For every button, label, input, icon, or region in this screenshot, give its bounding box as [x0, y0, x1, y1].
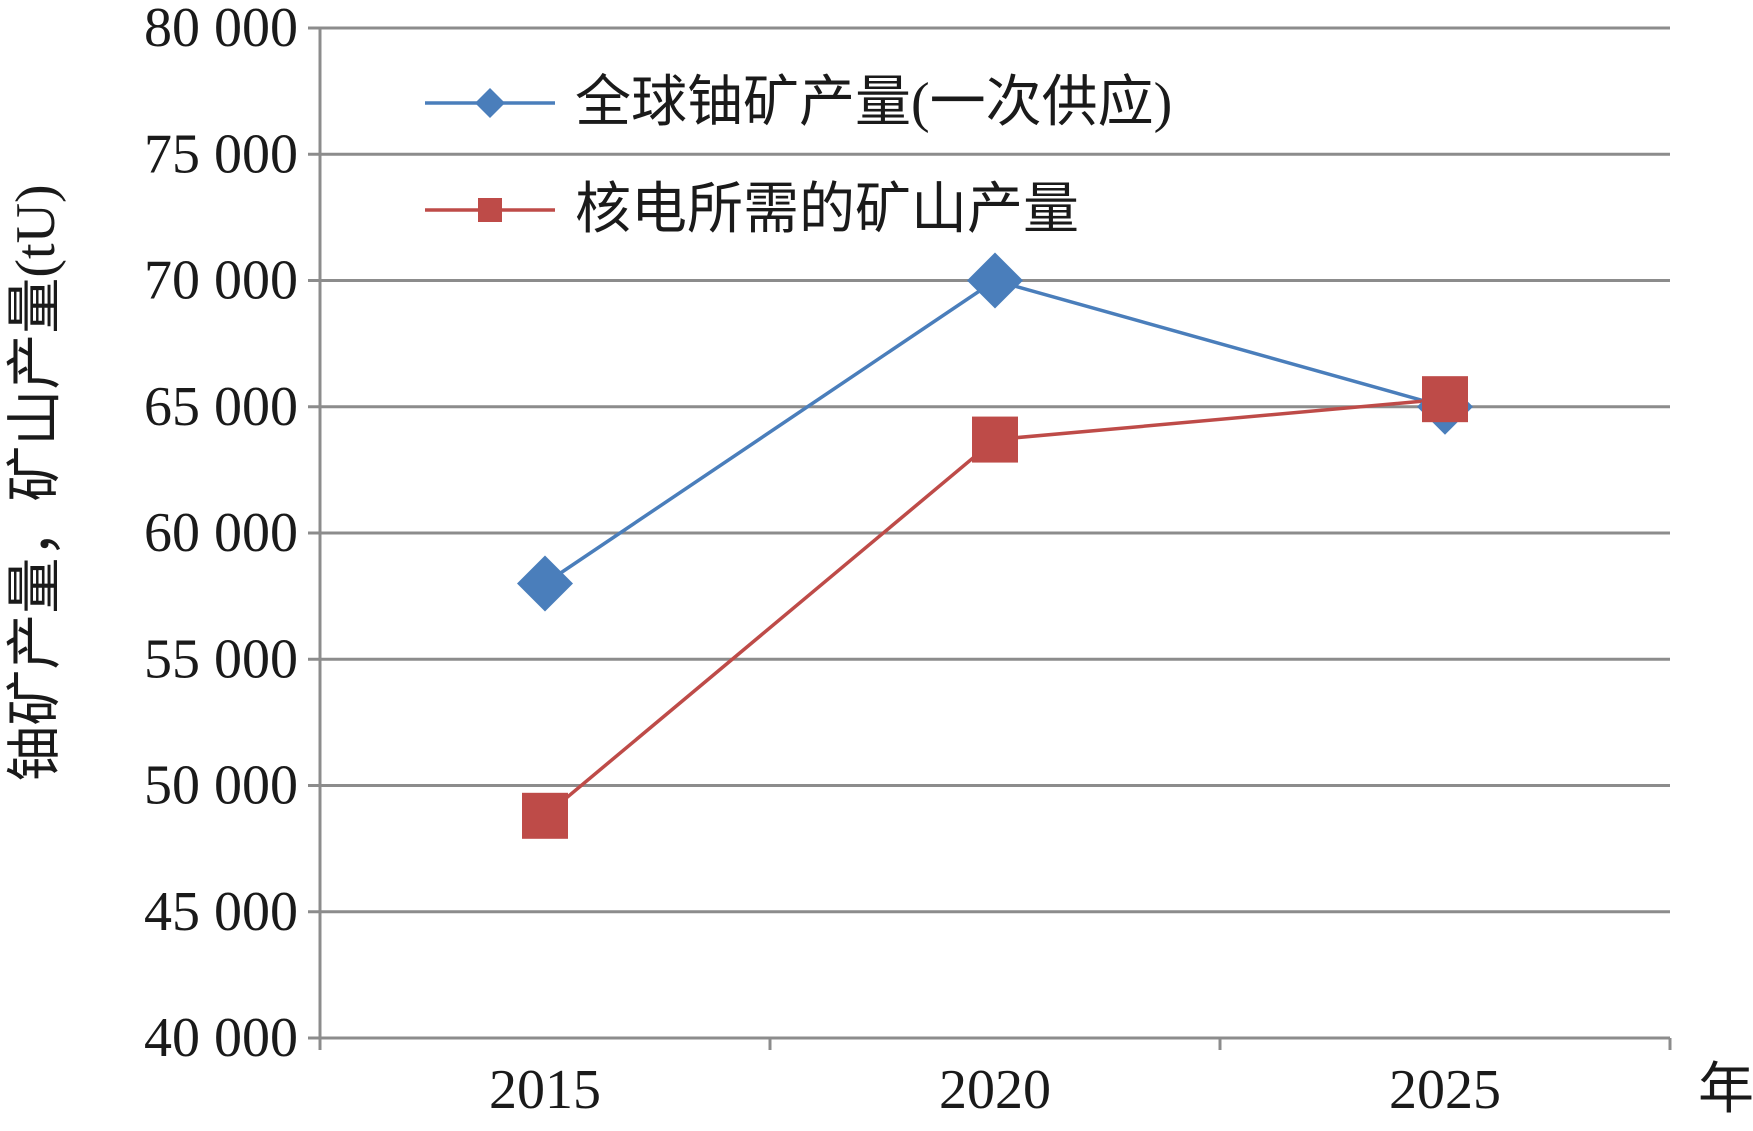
legend-marker-1 [478, 198, 502, 222]
legend-marker-0 [475, 88, 505, 118]
axes [308, 26, 1672, 1050]
y-tick-label: 45 000 [144, 881, 298, 943]
y-tick-label: 40 000 [144, 1007, 298, 1069]
data-point-1-2025 [1422, 376, 1468, 423]
legend-label-0: 全球铀矿产量(一次供应) [575, 72, 1172, 134]
data-point-1-2015 [522, 792, 568, 839]
series-markers [517, 252, 1473, 839]
x-axis-title: 年 [1698, 1059, 1753, 1121]
y-tick-label: 65 000 [144, 376, 298, 438]
axis-labels: 40 000 45 000 50 000 55 000 60 000 65 000 70 0… [5, 0, 1753, 1121]
legend: 全球铀矿产量(一次供应) 核电所需的矿山产量 [425, 72, 1172, 241]
y-tick-label: 80 000 [144, 0, 298, 59]
data-point-1-2020 [972, 416, 1018, 463]
x-tick-label-2025: 2025 [1389, 1059, 1501, 1121]
series-lines [543, 278, 1446, 818]
y-tick-label: 60 000 [144, 502, 298, 564]
gridlines [320, 26, 1670, 1040]
x-tick-label-2015: 2015 [489, 1059, 601, 1121]
y-tick-label: 75 000 [144, 123, 298, 185]
y-tick-label: 55 000 [144, 628, 298, 690]
data-point-0-2015 [517, 555, 573, 612]
data-point-0-2020 [967, 252, 1023, 309]
y-tick-label: 70 000 [144, 250, 298, 312]
y-axis-title: 铀矿产量，矿山产量(tU) [5, 184, 67, 781]
y-tick-label: 50 000 [144, 755, 298, 817]
x-tick-label-2020: 2020 [939, 1059, 1051, 1121]
legend-label-1: 核电所需的矿山产量 [575, 179, 1079, 241]
